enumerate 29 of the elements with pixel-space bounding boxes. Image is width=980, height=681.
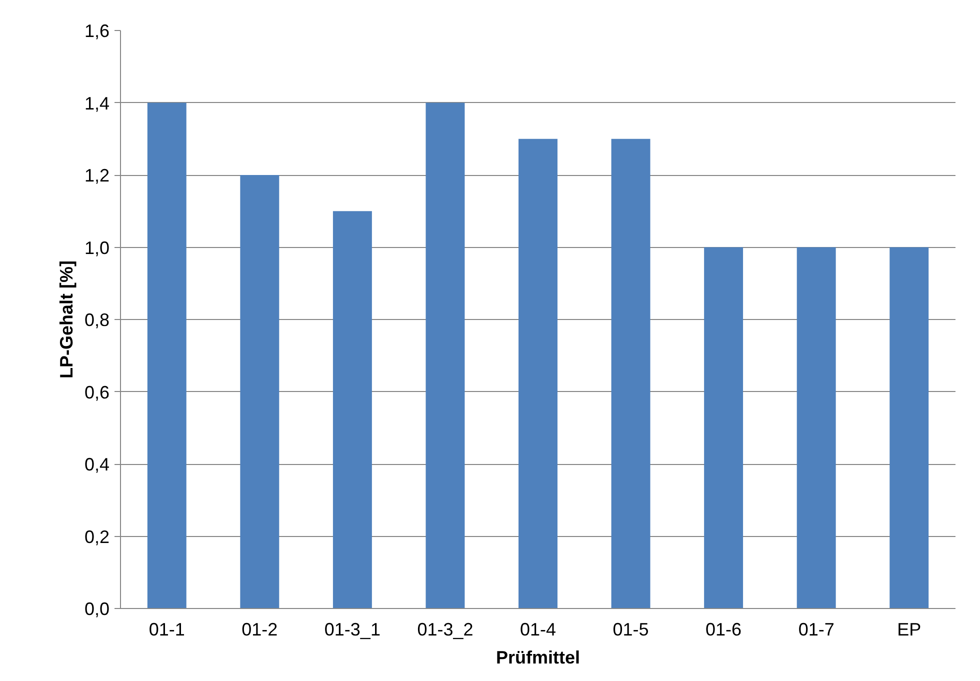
- x-tick-label: 01-7: [798, 620, 834, 640]
- y-tick-label: 0,6: [84, 382, 110, 402]
- bar: [518, 138, 558, 608]
- bar: [796, 247, 836, 608]
- bar: [704, 247, 744, 608]
- y-tick-label: 0,8: [84, 310, 110, 330]
- bar: [611, 138, 650, 608]
- y-tick-label: 0,4: [84, 454, 110, 474]
- bar: [240, 175, 280, 608]
- y-tick-label: 0,0: [84, 599, 110, 619]
- bar: [147, 102, 186, 608]
- bar: [332, 211, 372, 608]
- y-tick-label: 1,6: [84, 21, 110, 41]
- y-tick-label: 0,2: [84, 526, 110, 547]
- bar: [426, 102, 465, 608]
- x-tick-label: 01-4: [520, 620, 556, 640]
- x-tick-label: 01-6: [706, 620, 742, 640]
- y-tick-label: 1,4: [84, 93, 110, 114]
- y-tick-label: 1,0: [84, 238, 110, 258]
- x-tick-label: 01-3_1: [324, 620, 380, 640]
- x-tick-label: EP: [897, 620, 922, 640]
- x-axis-title: Prüfmittel: [496, 648, 580, 668]
- x-tick-label: 01-3_2: [417, 620, 474, 640]
- x-tick-label: 01-5: [612, 620, 649, 640]
- x-tick-label: 01-1: [148, 620, 185, 640]
- bar: [890, 247, 929, 608]
- x-tick-label: 01-2: [242, 620, 278, 640]
- y-axis-title: LP-Gehalt [%]: [56, 260, 76, 378]
- y-tick-label: 1,2: [84, 166, 110, 186]
